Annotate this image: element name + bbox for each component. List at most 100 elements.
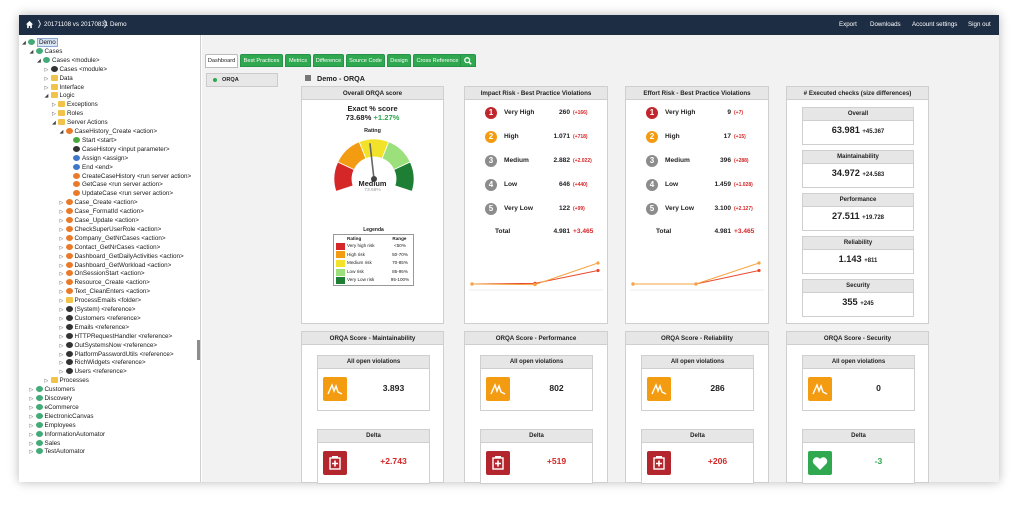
expand-toggle-icon[interactable]: ▷ <box>59 351 64 358</box>
tree-node[interactable]: ▷ OnSessionStart <action> <box>60 269 145 278</box>
tree-node[interactable]: ▷ Dashboard_GetDailyActivities <action> <box>60 252 184 261</box>
expand-toggle-icon[interactable]: ▷ <box>29 431 34 438</box>
tab-source-code[interactable]: Source Code <box>346 54 385 67</box>
expand-toggle-icon[interactable]: ▷ <box>59 342 64 349</box>
tree-node[interactable]: ◢ CaseHistory_Create <action> <box>59 127 157 136</box>
tree-node[interactable]: UpdateCase <run server action> <box>67 189 173 198</box>
tree-node[interactable]: ▷ ElectronicCanvas <box>30 412 94 421</box>
tree-node[interactable]: CreateCaseHistory <run server action> <box>67 172 191 181</box>
expand-toggle-icon[interactable]: ▷ <box>44 75 49 82</box>
expand-toggle-icon[interactable]: ▷ <box>59 315 64 322</box>
expand-toggle-icon[interactable]: ▷ <box>52 102 56 109</box>
expand-toggle-icon[interactable]: ▷ <box>59 289 64 296</box>
tree-node[interactable]: ▷ PlatformPasswordUtils <reference> <box>60 350 174 359</box>
expand-toggle-icon[interactable]: ◢ <box>59 129 64 135</box>
tab-metrics[interactable]: Metrics <box>285 54 311 67</box>
tree-node[interactable]: ▷ Discovery <box>29 394 72 403</box>
expand-toggle-icon[interactable]: ◢ <box>29 48 34 55</box>
expand-toggle-icon[interactable]: ▷ <box>59 200 64 207</box>
tree-node[interactable]: ▷ Company_GetNrCases <action> <box>60 234 166 243</box>
expand-toggle-icon[interactable]: ◢ <box>52 120 56 127</box>
expand-toggle-icon[interactable]: ▷ <box>29 449 34 456</box>
tree-node[interactable]: GetCase <run server action> <box>67 180 163 189</box>
tree-node[interactable]: ▷ InformationAutomator <box>29 430 105 439</box>
expand-toggle-icon[interactable]: ▷ <box>29 422 34 429</box>
tab-cross-reference[interactable]: Cross Reference <box>413 54 462 67</box>
expand-toggle-icon[interactable]: ▷ <box>59 226 64 233</box>
tree-node[interactable]: CaseHistory <input parameter> <box>67 145 170 154</box>
expand-toggle-icon[interactable]: ▷ <box>29 387 34 394</box>
tree-scrollbar[interactable] <box>197 340 200 360</box>
tree-node[interactable]: ▷ Interface <box>44 83 84 92</box>
expand-toggle-icon[interactable]: ▷ <box>44 66 49 73</box>
expand-toggle-icon[interactable]: ◢ <box>44 93 49 100</box>
tree-node[interactable]: ▷ Dashboard_GetWorkload <action> <box>59 261 171 270</box>
expand-toggle-icon[interactable]: ▷ <box>59 360 64 367</box>
tree-node[interactable]: ◢ Cases <module> <box>37 56 100 65</box>
expand-toggle-icon[interactable]: ▷ <box>29 396 34 402</box>
side-item-orqa[interactable]: ORQA <box>206 73 278 87</box>
tree-node[interactable]: ▷ OutSystemsNow <reference> <box>59 341 157 350</box>
expand-toggle-icon[interactable]: ▷ <box>29 404 34 411</box>
expand-toggle-icon[interactable]: ▷ <box>59 271 64 278</box>
tab-dashboard[interactable]: Dashboard <box>205 54 238 68</box>
tree-node[interactable]: ▷ Users <reference> <box>60 367 127 376</box>
tree-node[interactable]: ▷ Emails <reference> <box>59 323 129 332</box>
tree-node[interactable]: ▷ Roles <box>52 109 83 118</box>
tree-node[interactable]: ▷ Cases <module> <box>44 65 107 74</box>
expand-toggle-icon[interactable]: ▷ <box>59 307 64 313</box>
tree-node[interactable]: ◢ Cases <box>29 47 62 56</box>
tree-node[interactable]: ▷ Employees <box>30 421 76 430</box>
tree-node[interactable]: ▷ Contact_GetNrCases <action> <box>59 243 160 252</box>
tree-node[interactable]: ▷ Resource_Create <action> <box>60 278 150 287</box>
expand-toggle-icon[interactable]: ▷ <box>59 333 64 340</box>
tree-node[interactable]: ▷ Customers <reference> <box>60 314 141 323</box>
expand-toggle-icon[interactable]: ▷ <box>29 440 34 447</box>
tree-node[interactable]: ▷ HTTPRequestHandler <reference> <box>59 332 172 341</box>
expand-toggle-icon[interactable]: ◢ <box>37 57 41 64</box>
tree-node[interactable]: ▷ Case_FormatId <action> <box>60 207 144 216</box>
tree-node[interactable]: ◢ Logic <box>45 91 75 100</box>
tree-node[interactable]: ▷ Exceptions <box>52 100 98 109</box>
tree-node[interactable]: ▷ CheckSuperUserRole <action> <box>59 225 161 234</box>
tree-node[interactable]: ▷ Data <box>45 74 73 83</box>
breadcrumb-current[interactable]: Demo <box>110 21 127 28</box>
expand-toggle-icon[interactable]: ▷ <box>59 369 64 376</box>
tree-node[interactable]: ▷ Case_Create <action> <box>60 198 138 207</box>
expand-toggle-icon[interactable]: ▷ <box>59 235 64 242</box>
tab-difference[interactable]: Difference <box>313 54 344 67</box>
expand-toggle-icon[interactable]: ▷ <box>59 324 64 331</box>
expand-toggle-icon[interactable]: ▷ <box>29 413 34 420</box>
search-tab[interactable] <box>460 54 476 67</box>
tab-best-practices[interactable]: Best Practices <box>240 54 283 67</box>
tree-node[interactable]: ▷ eCommerce <box>30 403 79 412</box>
account-settings-link[interactable]: Account settings <box>912 21 958 28</box>
export-link[interactable]: Export <box>839 21 857 28</box>
tree-node[interactable]: ▷ RichWidgets <reference> <box>60 358 146 367</box>
tree-node[interactable]: ▷ (System) <reference> <box>59 305 135 314</box>
tree-node[interactable]: End <end> <box>67 163 113 172</box>
tree-node[interactable]: ▷ TestAutomator <box>29 447 85 456</box>
tree-node[interactable]: ▷ Case_Update <action> <box>60 216 139 225</box>
expand-toggle-icon[interactable]: ▷ <box>59 262 64 269</box>
tree-node[interactable]: ▷ Sales <box>29 439 60 448</box>
sign-out-link[interactable]: Sign out <box>968 21 991 28</box>
downloads-link[interactable]: Downloads <box>870 21 901 28</box>
tree-node[interactable]: ▷ Customers <box>30 385 75 394</box>
expand-toggle-icon[interactable]: ▷ <box>59 280 64 287</box>
tree-node[interactable]: Start <start> <box>67 136 117 145</box>
tree-node[interactable]: Assign <assign> <box>67 154 128 163</box>
expand-toggle-icon[interactable]: ▷ <box>44 378 49 385</box>
tree-node[interactable]: ▷ Text_CleanEnters <action> <box>59 287 150 296</box>
expand-toggle-icon[interactable]: ▷ <box>59 253 64 260</box>
tree-node[interactable]: ◢ Demo <box>22 38 58 47</box>
tree-node[interactable]: ▷ ProcessEmails <folder> <box>59 296 141 305</box>
expand-toggle-icon[interactable]: ▷ <box>44 84 49 91</box>
expand-toggle-icon[interactable]: ▷ <box>52 111 56 118</box>
home-icon[interactable] <box>25 20 34 29</box>
tab-design[interactable]: Design <box>387 54 411 67</box>
expand-toggle-icon[interactable]: ▷ <box>59 209 64 216</box>
tree-node[interactable]: ▷ Processes <box>45 376 89 385</box>
expand-toggle-icon[interactable]: ▷ <box>59 244 64 251</box>
expand-toggle-icon[interactable]: ▷ <box>59 298 64 305</box>
